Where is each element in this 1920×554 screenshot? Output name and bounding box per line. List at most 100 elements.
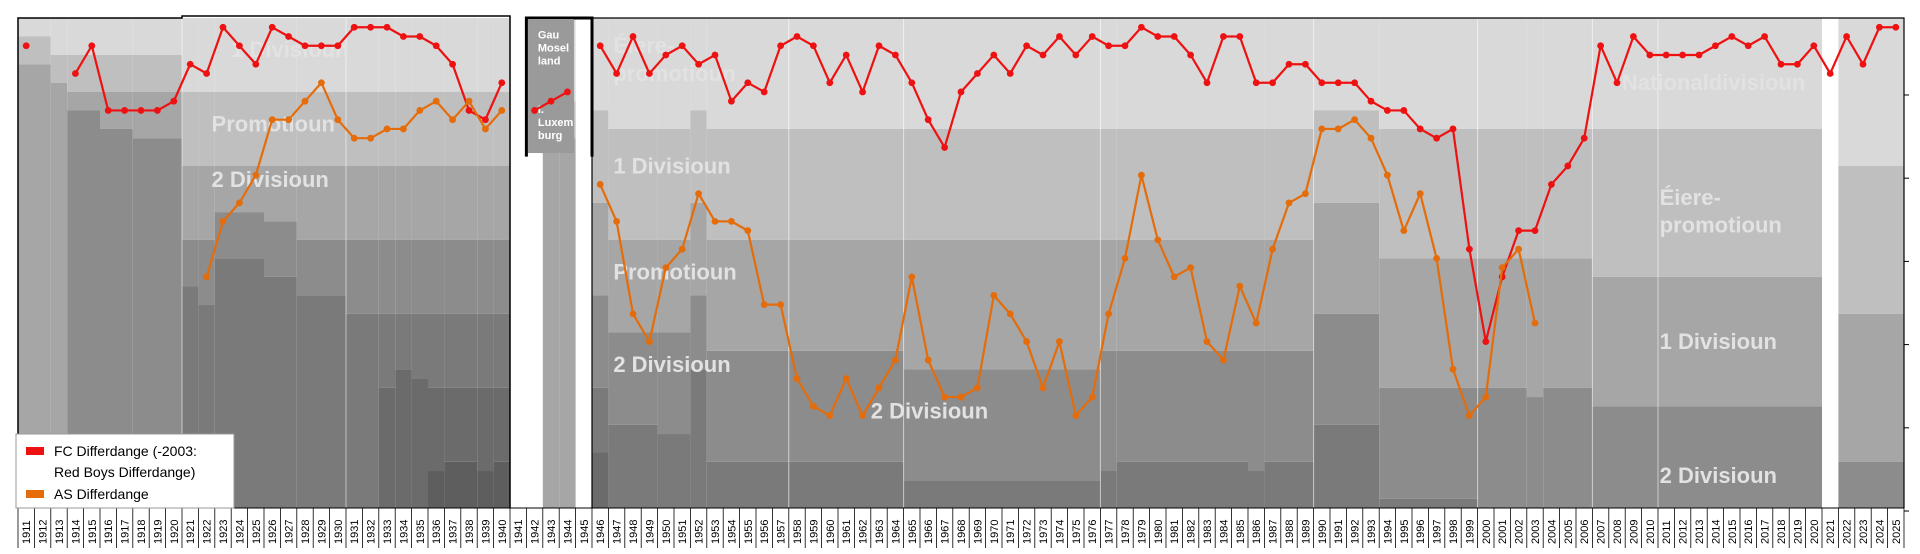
data-point	[1662, 51, 1670, 59]
tier-band	[1264, 128, 1314, 240]
data-point	[1252, 319, 1260, 327]
data-point	[186, 60, 194, 68]
tier-band	[411, 378, 428, 508]
tier-band	[296, 239, 346, 296]
x-tick-label: 1914	[70, 520, 82, 544]
data-point	[1072, 412, 1080, 419]
tier-band	[477, 165, 494, 240]
data-point	[957, 393, 965, 401]
data-point	[728, 217, 735, 225]
data-point	[1072, 51, 1080, 59]
data-point	[760, 301, 768, 309]
tier-label: Promotioun	[613, 260, 736, 285]
tier-band	[411, 313, 428, 379]
tier-band	[1379, 18, 1478, 129]
data-point	[974, 70, 981, 77]
tier-band	[411, 239, 428, 314]
tier-band	[428, 239, 445, 314]
tier-band	[378, 18, 396, 92]
x-tick-label: 1978	[1120, 520, 1132, 544]
gau-sub-label: I.	[538, 104, 544, 116]
x-tick-label: 1912	[38, 520, 50, 544]
tier-band	[1248, 18, 1265, 129]
x-tick-label: 2017	[1760, 520, 1772, 544]
data-point	[1236, 33, 1244, 40]
data-point	[744, 79, 752, 87]
data-point	[1236, 282, 1244, 290]
data-point	[432, 42, 440, 50]
legend-label: FC Differdange (-2003:	[54, 443, 197, 459]
data-point	[1564, 162, 1572, 170]
tier-band	[477, 239, 494, 314]
tier-band	[657, 434, 674, 508]
tier-band	[493, 239, 510, 314]
tier-band	[1116, 18, 1248, 129]
tier-band	[1543, 18, 1593, 129]
tier-band	[182, 18, 199, 92]
x-tick-label: 1974	[1054, 520, 1066, 544]
tier-band	[592, 202, 609, 296]
tier-band	[477, 471, 494, 508]
x-tick-label: 1998	[1448, 520, 1460, 544]
tier-band	[493, 165, 510, 240]
x-tick-label: 1925	[251, 520, 263, 544]
tier-band	[346, 18, 379, 92]
tier-band	[264, 221, 297, 277]
tier-band	[592, 110, 609, 203]
data-point	[498, 107, 506, 114]
data-point	[170, 97, 178, 105]
data-point	[334, 116, 342, 124]
tier-band	[903, 369, 1101, 481]
data-point	[301, 97, 309, 105]
tier-band	[1592, 406, 1822, 508]
data-point	[1367, 134, 1375, 142]
tier-label: 2 Divisioun	[1660, 463, 1777, 488]
data-point	[1892, 23, 1900, 31]
tier-band	[428, 18, 445, 92]
data-point	[1285, 60, 1293, 68]
data-point	[1269, 245, 1276, 253]
tier-band	[592, 295, 609, 388]
data-point	[908, 79, 916, 87]
tier-band	[132, 18, 182, 55]
tier-band	[198, 91, 215, 166]
legend-label: AS Differdange	[54, 486, 149, 502]
x-tick-label: 1934	[398, 520, 410, 544]
tier-label: promotioun	[1660, 212, 1782, 237]
tier-band	[264, 276, 297, 508]
x-tick-label: 1957	[776, 520, 788, 544]
data-point	[1433, 254, 1440, 262]
data-point	[104, 107, 112, 114]
x-tick-label: 1986	[1251, 520, 1263, 544]
data-point	[88, 42, 96, 50]
x-tick-label: 1966	[923, 520, 935, 544]
gau-sub-label: burg	[538, 130, 562, 142]
x-tick-label: 2005	[1563, 520, 1575, 544]
tier-band	[559, 138, 576, 509]
x-tick-label: 1928	[300, 520, 312, 544]
data-point	[941, 393, 948, 401]
data-point	[203, 273, 211, 281]
x-tick-label: 1937	[448, 520, 460, 544]
x-tick-label: 1911	[21, 520, 33, 544]
tier-band	[690, 110, 707, 203]
tier-band	[214, 91, 264, 166]
data-point	[301, 42, 309, 50]
gau-label: land	[538, 55, 561, 67]
data-point	[1531, 319, 1539, 327]
tier-band	[788, 128, 904, 240]
tier-band	[1543, 258, 1593, 388]
tier-band	[428, 387, 445, 472]
legend-box	[15, 433, 235, 509]
data-point	[367, 134, 374, 142]
data-point	[1269, 79, 1276, 87]
x-tick-label: 2007	[1596, 520, 1608, 544]
data-point	[1580, 134, 1588, 142]
data-point	[613, 217, 620, 225]
data-point	[1498, 264, 1506, 272]
x-tick-label: 2010	[1645, 520, 1657, 544]
data-point	[596, 42, 604, 50]
data-point	[137, 107, 145, 114]
data-point	[1351, 79, 1358, 87]
